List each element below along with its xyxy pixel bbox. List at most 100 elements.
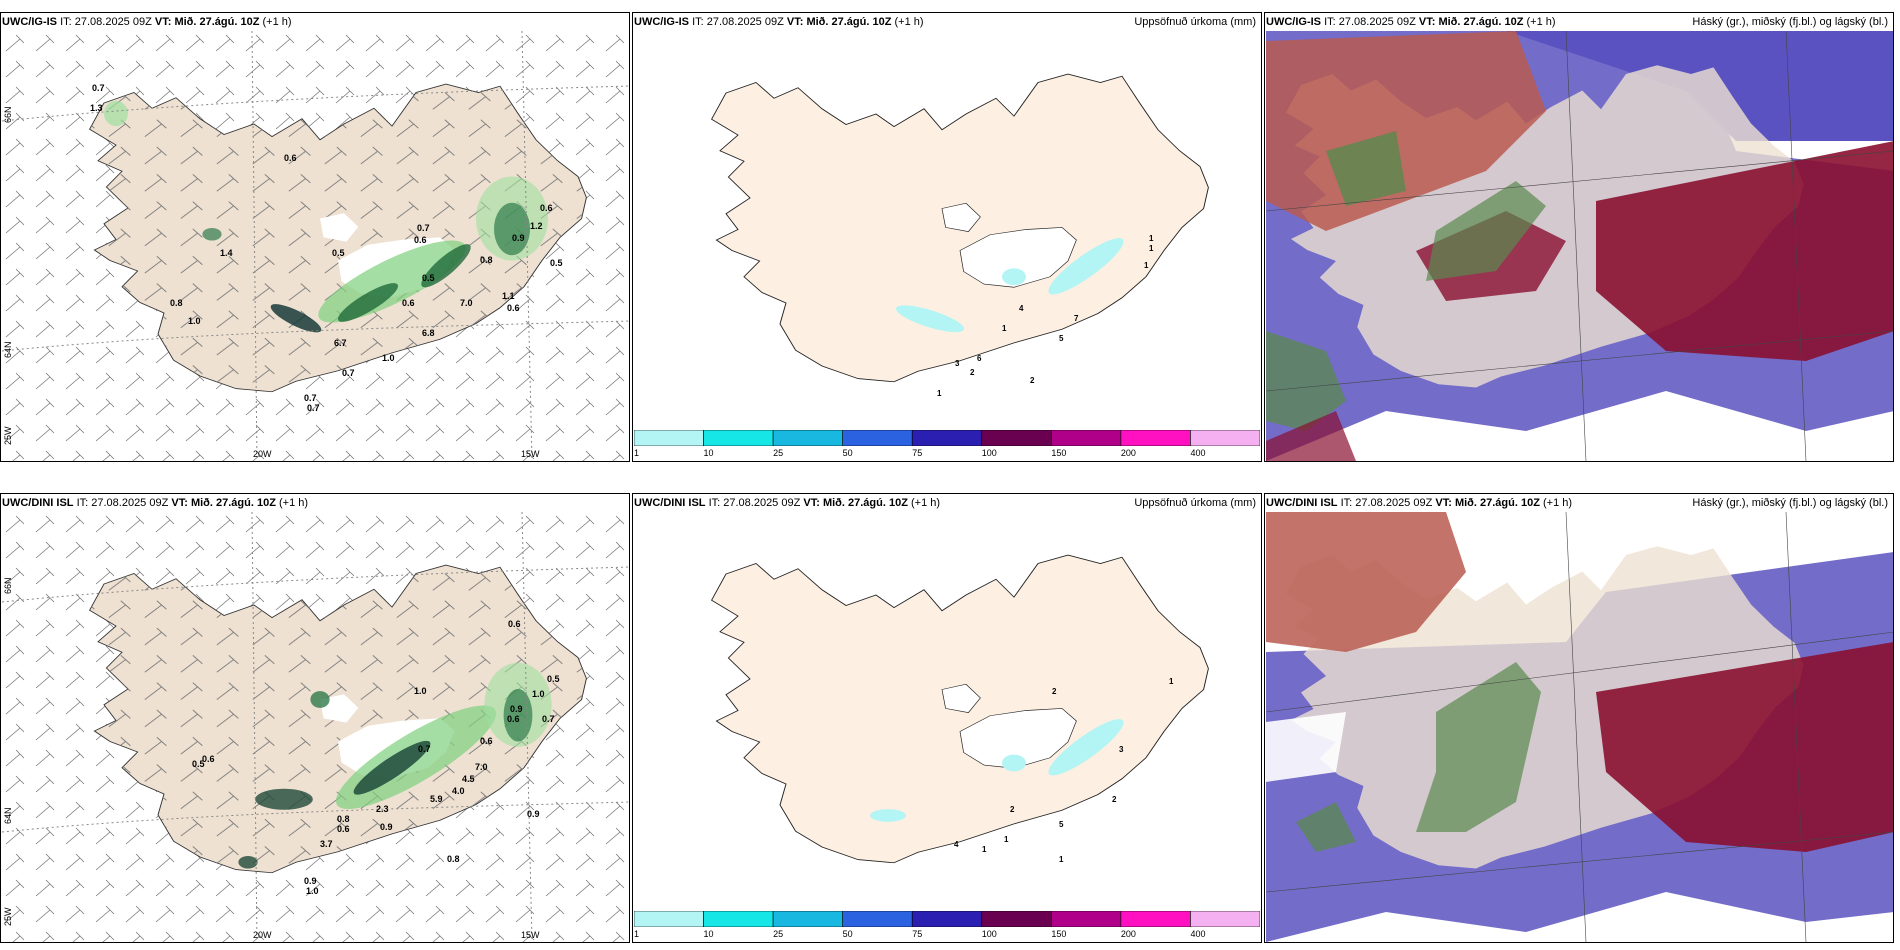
wind-value: 0.8 — [447, 854, 460, 864]
wind-value: 0.7 — [92, 83, 105, 93]
colorbar-tick-label: 200 — [1120, 448, 1136, 458]
wind-value: 0.5 — [422, 273, 435, 283]
precip-value: 2 — [1052, 687, 1057, 696]
wind-value: 0.6 — [507, 714, 520, 724]
precip-value: 1 — [1059, 855, 1064, 864]
valid-time: Mið. 27.ágú. 10Z — [822, 497, 908, 509]
model-name: UWC/DINI ISL — [1266, 497, 1338, 509]
wind-value: 7.0 — [460, 298, 473, 308]
wind-value: 6.8 — [422, 328, 435, 338]
colorbar-swatch — [1120, 910, 1191, 928]
colorbar-tick-label: 10 — [703, 929, 714, 939]
colorbar-swatch — [772, 910, 843, 928]
wind-panel-row2: UWC/DINI ISL IT: 27.08.2025 09Z VT: Mið.… — [0, 493, 630, 943]
colorbar-swatch — [1120, 429, 1191, 447]
colorbar-swatch — [1051, 910, 1122, 928]
precip-value: 1 — [1144, 261, 1149, 270]
vt-label: VT: — [803, 497, 820, 509]
lat-label-66n: 66N — [3, 577, 13, 594]
colorbar-swatch — [981, 910, 1052, 928]
wind-value: 0.6 — [414, 235, 427, 245]
colorbar-swatch — [703, 429, 774, 447]
precip-colorbar: 1 10 25 50 75 100 150 200 400 — [633, 910, 1261, 941]
it-label: IT: — [76, 497, 89, 509]
precip-value: 3 — [955, 359, 960, 368]
precip-value: 1 — [1149, 234, 1154, 243]
valid-time: Mið. 27.ágú. 10Z — [174, 16, 260, 28]
wind-value: 6.7 — [334, 338, 347, 348]
colorbar-tick-label: 10 — [703, 448, 714, 458]
colorbar-swatch — [1051, 429, 1122, 447]
wind-value: 1.0 — [414, 686, 427, 696]
wind-value: 0.7 — [418, 744, 431, 754]
model-name: UWC/DINI ISL — [634, 497, 706, 509]
model-name: UWC/IG-IS — [2, 16, 57, 28]
wind-value: 0.5 — [550, 258, 563, 268]
wind-value: 0.5 — [192, 759, 205, 769]
precip-value: 4 — [954, 840, 959, 849]
precip-panel-row1: UWC/IG-IS IT: 27.08.2025 09Z VT: Mið. 27… — [632, 12, 1262, 462]
colorbar-tick-label: 150 — [1051, 929, 1067, 939]
wind-value: 0.8 — [480, 255, 493, 265]
wind-value: 0.6 — [508, 619, 521, 629]
wind-value: 0.6 — [337, 824, 350, 834]
colorbar-tick-label: 150 — [1051, 448, 1067, 458]
lon-label-20w: 20W — [253, 449, 272, 459]
wind-value: 0.7 — [542, 714, 555, 724]
colorbar-tick-label: 75 — [912, 448, 923, 458]
init-time: 27.08.2025 09Z — [1355, 497, 1433, 509]
precip-value: 1 — [982, 845, 987, 854]
colorbar-swatch — [911, 429, 983, 447]
colorbar-swatch — [1190, 910, 1261, 928]
wind-value: 1.0 — [382, 353, 395, 363]
wind-value: 0.8 — [337, 814, 350, 824]
model-name: UWC/IG-IS — [1266, 16, 1321, 28]
precip-value: 2 — [1030, 376, 1035, 385]
wind-value: 5.9 — [430, 794, 443, 804]
lead-time: (+1 h) — [1542, 497, 1573, 509]
wind-value: 0.6 — [540, 203, 553, 213]
wind-value: 1.0 — [532, 689, 545, 699]
precip-value: 7 — [1074, 314, 1079, 323]
precip-panel-header: UWC/IG-IS IT: 27.08.2025 09Z VT: Mið. 27… — [634, 14, 1260, 31]
wind-value: 0.6 — [507, 303, 520, 313]
precip-map: 2 1 4 1 1 2 1 5 3 2 — [710, 554, 1210, 864]
cloud-panel-header: UWC/DINI ISL IT: 27.08.2025 09Z VT: Mið.… — [1266, 495, 1892, 512]
colorbar-swatch — [911, 910, 983, 928]
wind-value: 7.0 — [475, 762, 488, 772]
it-label: IT: — [1340, 497, 1353, 509]
colorbar-tick-label: 200 — [1120, 929, 1136, 939]
colorbar-tick-label: 100 — [981, 448, 997, 458]
model-name: UWC/IG-IS — [634, 16, 689, 28]
wind-panel-header: UWC/IG-IS IT: 27.08.2025 09Z VT: Mið. 27… — [2, 14, 628, 31]
wind-value: 0.6 — [480, 736, 493, 746]
wind-value: 0.9 — [380, 822, 393, 832]
init-time: 27.08.2025 09Z — [1338, 16, 1416, 28]
wind-value: 0.6 — [402, 298, 415, 308]
colorbar-tick-label: 400 — [1190, 929, 1206, 939]
wind-value: 1.4 — [220, 248, 233, 258]
wind-value: 1.2 — [530, 221, 543, 231]
it-label: IT: — [60, 16, 72, 28]
vt-label: VT: — [171, 497, 188, 509]
precip-value: 1 — [937, 389, 942, 398]
lead-time: (+1 h) — [894, 16, 924, 28]
precip-map: 1 1 1 4 1 3 6 2 2 1 7 5 — [710, 73, 1210, 398]
wind-value: 3.7 — [320, 839, 333, 849]
colorbar-swatch — [981, 429, 1052, 447]
cloud-panel-row2: UWC/DINI ISL IT: 27.08.2025 09Z VT: Mið.… — [1264, 493, 1894, 943]
model-name: UWC/DINI ISL — [2, 497, 74, 509]
colorbar-tick-label: 1 — [634, 448, 640, 458]
wind-value: 0.9 — [510, 704, 523, 714]
wind-value: 0.9 — [527, 809, 540, 819]
valid-time: Mið. 27.ágú. 10Z — [1438, 16, 1524, 28]
valid-time: Mið. 27.ágú. 10Z — [190, 497, 276, 509]
wind-value: 0.7 — [417, 223, 430, 233]
wind-value: 4.0 — [452, 786, 465, 796]
colorbar-swatch — [633, 910, 704, 928]
colorbar-swatch — [842, 429, 913, 447]
wind-value: 4.5 — [462, 774, 475, 784]
wind-map: 0.6 0.5 0.6 1.0 0.7 0.8 0.6 3.7 0.9 2.3 … — [2, 512, 629, 942]
wind-value: 0.7 — [342, 368, 355, 378]
colorbar-swatches — [633, 429, 1261, 447]
